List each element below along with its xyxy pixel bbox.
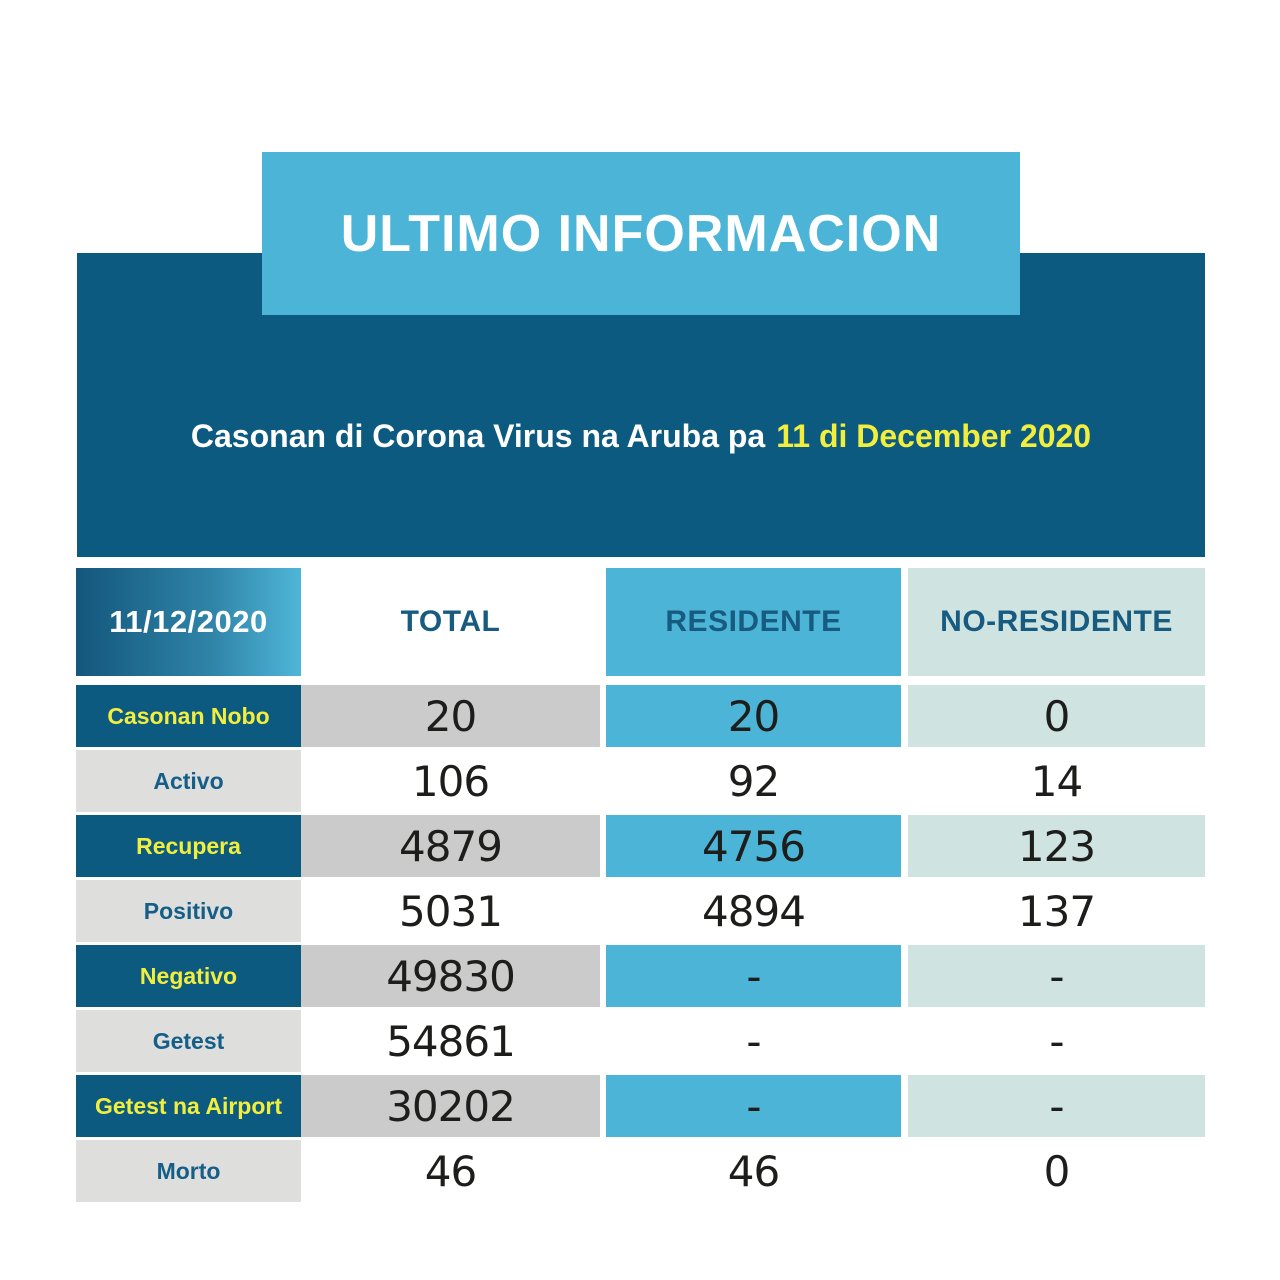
- subtitle-date: 11 di December 2020: [776, 417, 1092, 454]
- total-value: 49830: [301, 945, 600, 1007]
- residente-value: 4894: [606, 880, 901, 942]
- no-residente-value: 0: [908, 685, 1205, 747]
- total-value: 4879: [301, 815, 600, 877]
- row-label: Getest na Airport: [76, 1075, 301, 1137]
- residente-value: -: [606, 1010, 901, 1072]
- title-banner: ULTIMO INFORMACION: [262, 152, 1020, 315]
- no-residente-value: 137: [908, 880, 1205, 942]
- row-label: Morto: [76, 1140, 301, 1202]
- no-residente-value: -: [908, 1075, 1205, 1137]
- table-row: Getest na Airport 30202 - -: [76, 1075, 1205, 1137]
- residente-value: 46: [606, 1140, 901, 1202]
- subtitle: Casonan di Corona Virus na Aruba pa 11 d…: [77, 315, 1205, 557]
- residente-value: 20: [606, 685, 901, 747]
- row-label: Negativo: [76, 945, 301, 1007]
- residente-value: -: [606, 1075, 901, 1137]
- total-value: 46: [301, 1140, 600, 1202]
- row-label: Recupera: [76, 815, 301, 877]
- no-residente-value: 0: [908, 1140, 1205, 1202]
- table-header: 11/12/2020 TOTAL RESIDENTE NO-RESIDENTE: [76, 568, 1205, 676]
- no-residente-value: -: [908, 945, 1205, 1007]
- residente-value: 92: [606, 750, 901, 812]
- row-label: Activo: [76, 750, 301, 812]
- table-row: Getest 54861 - -: [76, 1010, 1205, 1072]
- header-date-cell: 11/12/2020: [76, 568, 301, 676]
- table-row: Recupera 4879 4756 123: [76, 815, 1205, 877]
- data-table: 11/12/2020 TOTAL RESIDENTE NO-RESIDENTE …: [76, 568, 1205, 1205]
- total-value: 30202: [301, 1075, 600, 1137]
- no-residente-value: -: [908, 1010, 1205, 1072]
- total-value: 54861: [301, 1010, 600, 1072]
- table-row: Negativo 49830 - -: [76, 945, 1205, 1007]
- table-row: Casonan Nobo 20 20 0: [76, 685, 1205, 747]
- header-total-cell: TOTAL: [301, 568, 600, 676]
- row-label: Casonan Nobo: [76, 685, 301, 747]
- page-title: ULTIMO INFORMACION: [340, 204, 942, 263]
- row-label: Positivo: [76, 880, 301, 942]
- no-residente-value: 14: [908, 750, 1205, 812]
- subtitle-text: Casonan di Corona Virus na Aruba pa: [190, 417, 766, 454]
- no-residente-value: 123: [908, 815, 1205, 877]
- total-value: 106: [301, 750, 600, 812]
- header-residente-cell: RESIDENTE: [606, 568, 901, 676]
- total-value: 20: [301, 685, 600, 747]
- table-row: Morto 46 46 0: [76, 1140, 1205, 1202]
- residente-value: 4756: [606, 815, 901, 877]
- table-row: Activo 106 92 14: [76, 750, 1205, 812]
- residente-value: -: [606, 945, 901, 1007]
- total-value: 5031: [301, 880, 600, 942]
- row-label: Getest: [76, 1010, 301, 1072]
- table-row: Positivo 5031 4894 137: [76, 880, 1205, 942]
- header-no-residente-cell: NO-RESIDENTE: [908, 568, 1205, 676]
